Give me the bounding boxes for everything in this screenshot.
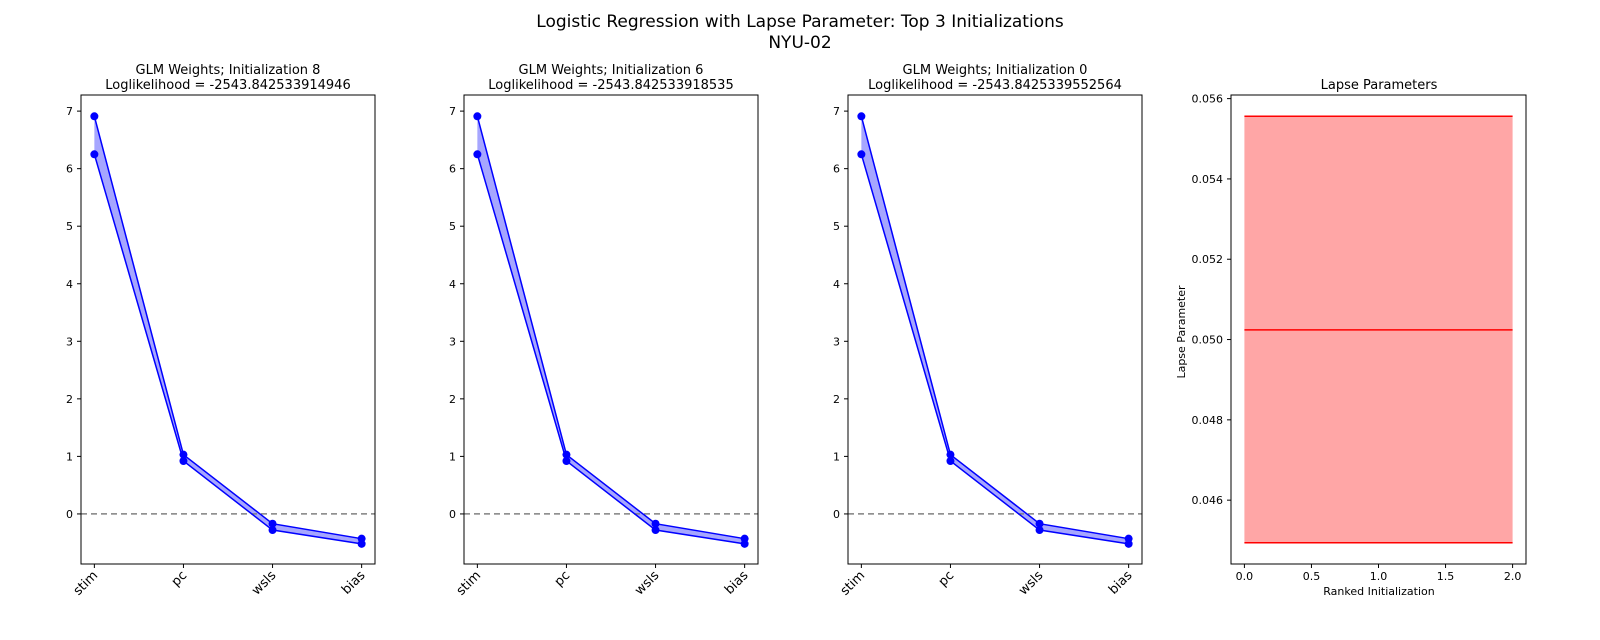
- panel-subtitle: Loglikelihood = -2543.8425339552564: [868, 78, 1122, 93]
- y-tick-label: 7: [66, 105, 73, 118]
- y-tick-label: 4: [66, 278, 73, 291]
- x-tick-label: 0.5: [1303, 570, 1321, 583]
- y-tick-label: 1: [66, 450, 73, 463]
- y-tick-label: 2: [833, 393, 840, 406]
- x-tick-label: 1.5: [1437, 570, 1455, 583]
- figure-subtitle: NYU-02: [768, 33, 831, 53]
- glm-weights-panel-3: GLM Weights; Initialization 0 Loglikelih…: [833, 63, 1143, 599]
- y-tick-label: 0.056: [1192, 93, 1224, 106]
- axes-frame: [80, 94, 376, 565]
- y-tick-label: 5: [449, 220, 456, 233]
- x-tick-label: bias: [1106, 568, 1136, 598]
- x-tick-label: wsls: [632, 568, 662, 598]
- y-tick-label: 4: [833, 278, 840, 291]
- series-line-1: [860, 116, 1129, 540]
- data-point: [857, 150, 866, 159]
- y-tick-label: 3: [449, 335, 456, 348]
- panel-title: GLM Weights; Initialization 0: [903, 63, 1088, 78]
- y-tick-label: 4: [449, 278, 456, 291]
- y-tick-label: 0: [449, 508, 456, 521]
- y-tick-label: 0.048: [1192, 414, 1224, 427]
- data-point: [651, 526, 660, 535]
- data-point: [651, 519, 660, 528]
- y-tick-label: 7: [833, 105, 840, 118]
- y-tick-label: 5: [833, 220, 840, 233]
- data-point: [473, 112, 482, 121]
- y-tick-label: 0.052: [1192, 253, 1224, 266]
- data-point: [1035, 526, 1044, 535]
- x-tick-label: stim: [838, 568, 869, 599]
- series-line-2: [860, 154, 1129, 545]
- glm-weights-panel-2: GLM Weights; Initialization 6 Loglikelih…: [449, 63, 759, 599]
- x-tick-label: stim: [71, 568, 102, 599]
- y-tick-label: 5: [66, 220, 73, 233]
- y-tick-label: 2: [66, 393, 73, 406]
- y-tick-label: 3: [66, 335, 73, 348]
- confidence-band: [477, 116, 745, 544]
- x-axis-label: Ranked Initialization: [1323, 585, 1434, 598]
- panel-subtitle: Loglikelihood = -2543.842533914946: [105, 78, 350, 93]
- y-tick-label: 1: [449, 450, 456, 463]
- data-point: [473, 150, 482, 159]
- x-tick-label: stim: [454, 568, 485, 599]
- panel-title: Lapse Parameters: [1321, 78, 1438, 93]
- data-point: [562, 456, 571, 465]
- y-tick-label: 6: [833, 163, 840, 176]
- y-tick-label: 7: [449, 105, 456, 118]
- x-tick-label: 1.0: [1370, 570, 1388, 583]
- panel-subtitle: Loglikelihood = -2543.842533918535: [488, 78, 733, 93]
- glm-weights-panel-1: GLM Weights; Initialization 8 Loglikelih…: [66, 63, 376, 599]
- y-tick-label: 0.054: [1192, 173, 1224, 186]
- panel-title: GLM Weights; Initialization 8: [136, 63, 321, 78]
- y-tick-label: 2: [449, 393, 456, 406]
- data-point: [1124, 539, 1133, 548]
- series-line-1: [476, 116, 745, 540]
- y-tick-label: 0.046: [1192, 494, 1224, 507]
- series-line-2: [93, 154, 362, 545]
- x-tick-label: bias: [339, 568, 369, 598]
- data-point: [90, 112, 99, 121]
- data-point: [740, 539, 749, 548]
- data-point: [357, 539, 366, 548]
- confidence-band: [94, 116, 362, 544]
- x-tick-label: pc: [552, 568, 574, 590]
- y-tick-label: 1: [833, 450, 840, 463]
- series-line-2: [476, 154, 745, 545]
- data-point: [268, 526, 277, 535]
- data-point: [268, 519, 277, 528]
- x-tick-label: bias: [722, 568, 752, 598]
- x-tick-label: 2.0: [1504, 570, 1522, 583]
- lapse-parameters-panel: Lapse Parameters Ranked Initialization L…: [1175, 78, 1527, 598]
- x-tick-label: pc: [936, 568, 958, 590]
- y-tick-label: 6: [66, 163, 73, 176]
- x-tick-label: pc: [169, 568, 191, 590]
- series-line-1: [93, 116, 362, 540]
- y-tick-label: 0.050: [1192, 334, 1224, 347]
- y-axis-label: Lapse Parameter: [1175, 285, 1188, 379]
- figure-title: Logistic Regression with Lapse Parameter…: [536, 12, 1064, 32]
- x-tick-label: wsls: [1016, 568, 1046, 598]
- y-tick-label: 0: [66, 508, 73, 521]
- confidence-band: [861, 116, 1129, 544]
- x-tick-label: 0.0: [1236, 570, 1254, 583]
- panel-title: GLM Weights; Initialization 6: [519, 63, 704, 78]
- y-tick-label: 6: [449, 163, 456, 176]
- axes-frame: [463, 94, 759, 565]
- data-point: [1035, 519, 1044, 528]
- x-tick-label: wsls: [249, 568, 279, 598]
- data-point: [946, 456, 955, 465]
- data-point: [179, 456, 188, 465]
- y-tick-label: 0: [833, 508, 840, 521]
- data-point: [857, 112, 866, 121]
- data-point: [90, 150, 99, 159]
- y-tick-label: 3: [833, 335, 840, 348]
- axes-frame: [847, 94, 1143, 565]
